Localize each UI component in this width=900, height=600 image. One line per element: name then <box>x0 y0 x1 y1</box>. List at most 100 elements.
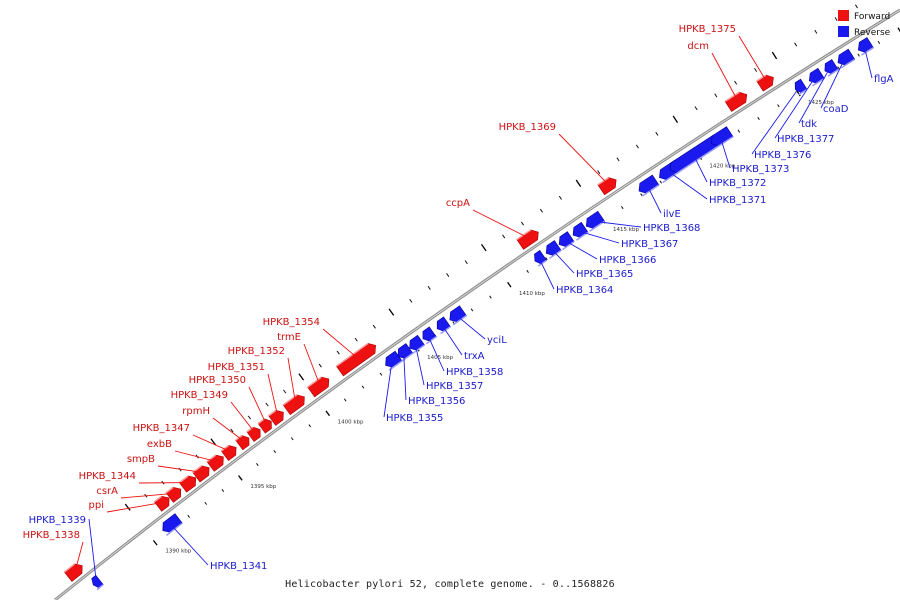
gene-label-HPKB_1350[interactable]: HPKB_1350 <box>189 375 246 386</box>
gene-feature-HPKB_1367[interactable] <box>572 221 589 238</box>
gene-label-HPKB_1351[interactable]: HPKB_1351 <box>208 362 265 373</box>
gene-feature-trxA[interactable] <box>436 316 451 332</box>
legend: Forward Reverse <box>838 10 891 38</box>
minor-tick <box>539 208 543 213</box>
gene-feature-HPKB_1365[interactable] <box>545 240 562 256</box>
gene-label-HPKB_1349[interactable]: HPKB_1349 <box>171 390 228 401</box>
gene-label-dcm[interactable]: dcm <box>687 41 709 52</box>
kbp-tick-label: 1415 kbp <box>613 227 639 233</box>
gene-label-tdk[interactable]: tdk <box>801 119 817 130</box>
minor-tick <box>655 131 659 136</box>
gene-feature-HPKB_1341[interactable] <box>162 513 183 533</box>
legend-label-forward: Forward <box>854 12 890 22</box>
gene-label-csrA[interactable]: csrA <box>96 486 118 497</box>
gene-feature-shade <box>673 144 721 177</box>
leader-line <box>646 185 662 214</box>
gene-label-HPKB_1365[interactable]: HPKB_1365 <box>576 269 633 280</box>
legend-swatch-reverse <box>838 26 849 37</box>
gene-label-rpmH[interactable]: rpmH <box>182 406 210 417</box>
gene-feature-HPKB_1351[interactable] <box>268 410 284 426</box>
minor-tick <box>221 488 225 492</box>
minor-tick <box>558 195 562 200</box>
gene-feature-shade <box>798 88 808 96</box>
gene-label-HPKB_1375[interactable]: HPKB_1375 <box>679 24 736 35</box>
gene-label-HPKB_1376[interactable]: HPKB_1376 <box>754 150 811 161</box>
gene-label-flgA[interactable]: flgA <box>874 74 894 85</box>
gene-label-HPKB_1352[interactable]: HPKB_1352 <box>228 346 285 357</box>
gene-label-HPKB_1338[interactable]: HPKB_1338 <box>23 530 80 541</box>
leader-line <box>322 328 359 359</box>
minor-tick <box>379 372 383 376</box>
gene-feature-flgA[interactable] <box>857 37 874 53</box>
gene-feature-coaD[interactable] <box>837 48 856 66</box>
gene-feature-shade <box>812 77 825 87</box>
gene-label-ilvE[interactable]: ilvE <box>663 209 681 220</box>
gene-feature-HPKB_1354[interactable] <box>335 343 376 377</box>
gene-label-HPKB_1344[interactable]: HPKB_1344 <box>79 471 136 482</box>
gene-label-HPKB_1358[interactable]: HPKB_1358 <box>446 367 503 378</box>
gene-label-yciL[interactable]: yciL <box>487 335 507 346</box>
kbp-tick-mark <box>298 373 305 381</box>
gene-feature-yciL[interactable] <box>449 305 467 323</box>
gene-label-HPKB_1377[interactable]: HPKB_1377 <box>777 134 834 145</box>
gene-feature-HPKB_1352[interactable] <box>282 394 305 416</box>
gene-feature-shade <box>307 376 322 388</box>
leader-line <box>383 360 393 418</box>
minor-tick <box>343 398 347 402</box>
gene-label-HPKB_1355[interactable]: HPKB_1355 <box>386 413 443 424</box>
gene-feature-ccpA[interactable] <box>516 229 539 250</box>
gene-label-HPKB_1364[interactable]: HPKB_1364 <box>556 285 613 296</box>
leader-line <box>798 67 831 124</box>
gene-feature-HPKB_1375[interactable] <box>756 74 774 92</box>
leader-line <box>212 417 245 442</box>
gene-feature-ilvE[interactable] <box>638 174 660 194</box>
gene-label-HPKB_1369[interactable]: HPKB_1369 <box>499 122 556 133</box>
gene-label-smpB[interactable]: smpB <box>127 454 155 465</box>
gene-feature-HPKB_1357[interactable] <box>409 334 425 351</box>
gene-label-trxA[interactable]: trxA <box>464 351 485 362</box>
leader-line <box>774 76 816 139</box>
gene-label-HPKB_1341[interactable]: HPKB_1341 <box>210 561 267 572</box>
gene-label-ccpA[interactable]: ccpA <box>446 198 470 209</box>
gene-label-HPKB_1356[interactable]: HPKB_1356 <box>408 396 465 407</box>
gene-label-HPKB_1367[interactable]: HPKB_1367 <box>621 239 678 250</box>
gene-feature-HPKB_1344[interactable] <box>178 475 197 493</box>
gene-feature-exbB[interactable] <box>206 454 224 472</box>
kbp-tick-label: 1390 kbp <box>165 549 191 555</box>
minor-tick <box>754 67 758 72</box>
leader-line <box>230 401 256 434</box>
gene-label-HPKB_1368[interactable]: HPKB_1368 <box>643 223 700 234</box>
minor-tick <box>230 428 234 433</box>
gene-label-HPKB_1347[interactable]: HPKB_1347 <box>133 423 190 434</box>
gene-feature-dcm[interactable] <box>724 91 748 112</box>
gene-feature-trmE[interactable] <box>307 376 330 398</box>
gene-label-HPKB_1373[interactable]: HPKB_1373 <box>732 164 789 175</box>
gene-label-HPKB_1366[interactable]: HPKB_1366 <box>599 255 656 266</box>
kbp-tick-mark <box>796 90 801 97</box>
gene-feature-HPKB_1349[interactable] <box>246 426 261 442</box>
gene-feature-shade <box>220 444 230 452</box>
minor-tick <box>247 415 252 420</box>
gene-label-ppi[interactable]: ppi <box>89 500 104 511</box>
gene-label-HPKB_1372[interactable]: HPKB_1372 <box>709 178 766 189</box>
leader-line-layer <box>74 35 873 583</box>
gene-feature-HPKB_1338[interactable] <box>63 563 83 582</box>
gene-feature-shade <box>153 495 163 503</box>
gene-feature-HPKB_1368[interactable] <box>585 210 605 229</box>
gene-label-exbB[interactable]: exbB <box>147 439 172 450</box>
gene-feature-shade <box>206 454 217 463</box>
gene-label-HPKB_1354[interactable]: HPKB_1354 <box>263 317 320 328</box>
minor-tick <box>757 116 760 120</box>
legend-swatch-forward <box>838 10 849 21</box>
gene-label-trmE[interactable]: trmE <box>277 332 301 343</box>
gene-label-coaD[interactable]: coaD <box>823 104 849 115</box>
gene-label-HPKB_1357[interactable]: HPKB_1357 <box>426 381 483 392</box>
leader-line <box>120 492 176 499</box>
gene-label-HPKB_1371[interactable]: HPKB_1371 <box>709 195 766 206</box>
gene-feature-rpmH[interactable] <box>235 435 250 451</box>
minor-tick <box>694 106 698 111</box>
gene-feature-shade <box>268 409 277 417</box>
gene-feature-HPKB_1350[interactable] <box>257 418 272 434</box>
gene-label-HPKB_1339[interactable]: HPKB_1339 <box>29 515 86 526</box>
minor-tick <box>336 350 340 355</box>
